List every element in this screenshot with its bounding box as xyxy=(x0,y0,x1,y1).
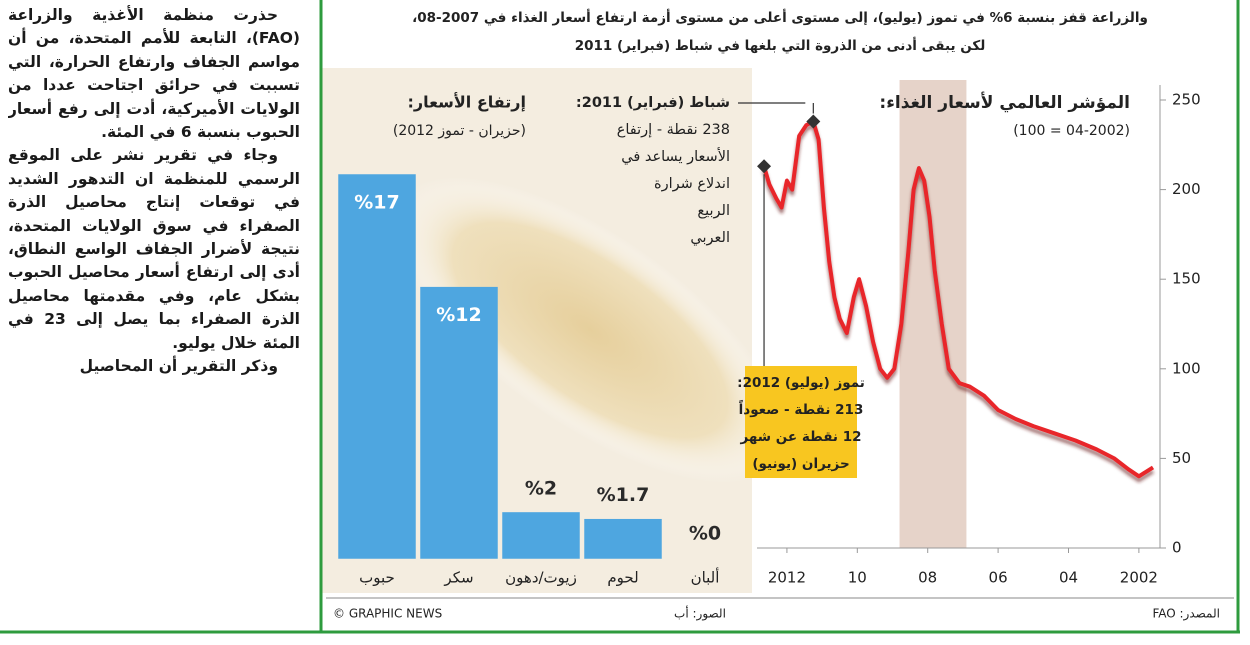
article-paragraph: وجاء في تقرير نشر على الموقع الرسمي للمن… xyxy=(8,144,300,355)
y-tick-label: 0 xyxy=(1172,539,1182,557)
y-tick-label: 200 xyxy=(1172,180,1201,198)
bar-chart-title: إرتفاع الأسعار: xyxy=(407,93,526,112)
x-tick-label: 10 xyxy=(848,569,867,587)
x-tick-label: سكر xyxy=(443,569,473,587)
value-label: %2 xyxy=(525,477,557,499)
y-tick-label: 100 xyxy=(1172,359,1201,377)
footer-credit: © GRAPHIC NEWS xyxy=(333,607,442,621)
annotation-text: شباط (فبراير) 2011: xyxy=(576,95,730,111)
article-paragraph: حذرت منظمة الأغذية والزراعة (FAO)، التاب… xyxy=(8,4,300,144)
header-line: والزراعة قفز بنسبة 6% في تموز (يوليو)، إ… xyxy=(412,9,1148,26)
value-label: %12 xyxy=(436,304,481,326)
footer-photos: الصور: أب xyxy=(674,606,726,622)
x-tick-label: 06 xyxy=(989,569,1008,587)
page: {"header": {"lines": ["والزراعة قفز بنسب… xyxy=(0,0,1250,645)
article-paragraph: وذكر التقرير أن المحاصيل xyxy=(8,355,300,378)
x-tick-label: 08 xyxy=(918,569,937,587)
highlight-band xyxy=(900,80,967,548)
value-label: %17 xyxy=(354,192,399,214)
y-tick-label: 250 xyxy=(1172,91,1201,109)
annotation-text: 238 نقطة - إرتفاع xyxy=(617,122,730,138)
annotation-text: حزيران (يونيو) xyxy=(752,456,849,472)
annotation-text: 12 نقطة عن شهر xyxy=(740,429,862,445)
annotation-text: تموز (يوليو) 2012: xyxy=(737,375,865,391)
value-label: %1.7 xyxy=(597,484,650,506)
header-line: لكن يبقى أدنى من الذروة التي بلغها في شب… xyxy=(575,37,986,54)
bar xyxy=(503,513,579,558)
y-tick-label: 50 xyxy=(1172,449,1191,467)
annotation-text: العربي xyxy=(690,230,730,246)
bar xyxy=(339,175,415,558)
annotation-text: 213 نقطة - صعوداً xyxy=(739,399,864,418)
annotation-text: اندلاع شرارة xyxy=(654,176,730,192)
bar-chart-subtitle: (حزيران - تموز 2012) xyxy=(393,123,526,139)
article: حذرت منظمة الأغذية والزراعة (FAO)، التاب… xyxy=(8,4,300,624)
x-tick-label: 04 xyxy=(1059,569,1078,587)
bar xyxy=(421,288,497,558)
x-tick-label: لحوم xyxy=(607,569,638,587)
annotation-text: الأسعار يساعد في xyxy=(621,147,730,165)
x-tick-label: ألبان xyxy=(691,568,720,587)
footer-source: المصدر: FAO xyxy=(1152,607,1220,622)
line-chart-title: المؤشر العالمي لأسعار الغذاء: xyxy=(879,92,1130,113)
annotation-text: الربيع xyxy=(697,203,730,219)
x-tick-label: حبوب xyxy=(359,569,395,587)
value-label: %0 xyxy=(689,523,721,545)
bar xyxy=(585,520,661,558)
x-tick-label: 2002 xyxy=(1120,569,1158,587)
line-chart-subtitle: (100 = 04-2002) xyxy=(1013,123,1130,139)
y-tick-label: 150 xyxy=(1172,270,1201,288)
x-tick-label: زيوت/دهون xyxy=(505,569,577,587)
x-tick-label: 2012 xyxy=(768,569,806,587)
